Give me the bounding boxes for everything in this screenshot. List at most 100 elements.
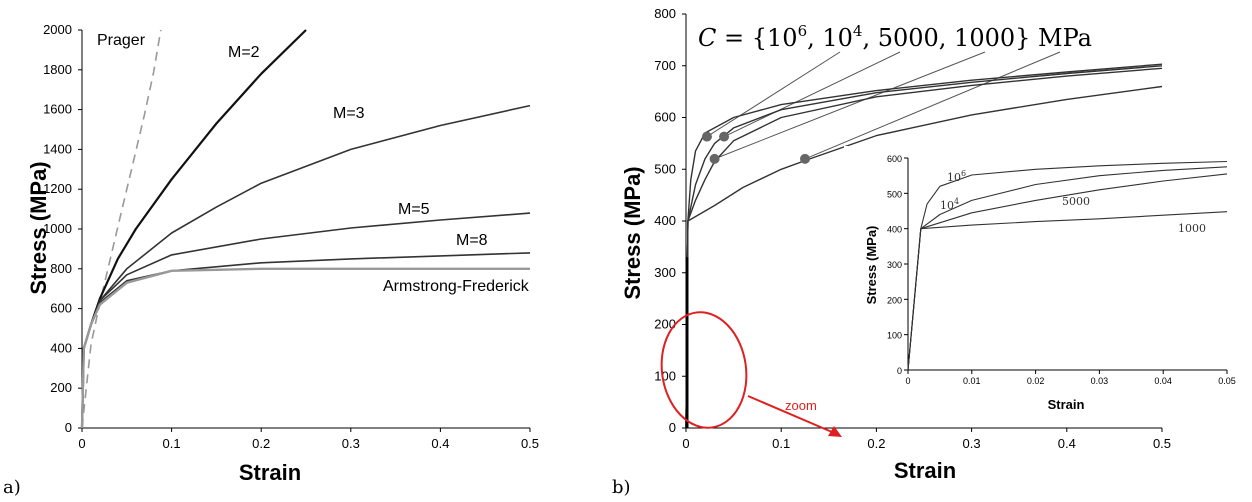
inset-curves <box>907 160 1228 371</box>
chart-b-xlabel: Strain <box>894 458 956 483</box>
chart-b-series-3 <box>685 67 1163 429</box>
inset-x-tick-label: 0.05 <box>1218 376 1236 386</box>
chart-a-x-tick-label: 0.3 <box>342 436 360 451</box>
chart-a-curves <box>80 29 531 429</box>
chart-b-y-tick-label: 700 <box>654 58 676 73</box>
formula-exp-4: 4 <box>853 22 863 40</box>
formula-tail: , 5000, 1000} MPa <box>862 24 1092 52</box>
formula-mid: , 10 <box>807 24 853 52</box>
chart-b-ylabel: Stress (MPa) <box>620 166 645 299</box>
chart-b-marker-1 <box>701 131 712 142</box>
inset-x-tick-label: 0.03 <box>1091 376 1109 386</box>
chart-b-x-tick-label: 0.3 <box>963 436 981 451</box>
chart-b-y-tick-label: 500 <box>654 161 676 176</box>
chart-b-x-tick-label: 0.2 <box>867 436 885 451</box>
chart-b-x-tick-label: 0.5 <box>1153 436 1171 451</box>
chart-b-markers <box>701 131 810 164</box>
chart-b-marker-3 <box>709 153 720 164</box>
chart-a-series-6 <box>80 267 530 429</box>
formula-exp-6: 6 <box>798 22 808 40</box>
zoom-arrow-head <box>828 426 842 437</box>
chart-b-inset: 0 0.01 0.02 0.03 0.04 0.05 0 100 200 300 400 500 600… <box>844 146 1240 422</box>
chart-b: 0 0.1 0.2 0.3 0.4 0.5010020030040050060070080… <box>612 6 1240 498</box>
inset-label-c4: 1000 <box>1178 222 1206 235</box>
inset-label-c3: 5000 <box>1062 195 1090 208</box>
inset-axes: 0 0.01 0.02 0.03 0.04 0.05 0 100 200 300 400 500 600 <box>887 154 1236 386</box>
inset-y-tick-label: 100 <box>887 331 902 341</box>
zoom-label: zoom <box>785 398 817 413</box>
label-m8: M=8 <box>456 232 488 249</box>
inset-label-c1: 106 <box>947 169 966 184</box>
inset-y-tick-label: 500 <box>887 189 902 199</box>
label-m2: M=2 <box>228 44 260 61</box>
inset-x-tick-label: 0 <box>905 376 910 386</box>
chart-a-y-tick-label: 1800 <box>43 62 72 77</box>
chart-a-y-tick-label: 1400 <box>43 141 72 156</box>
chart-a-y-tick-label: 2000 <box>43 22 72 37</box>
chart-a-y-tick-label: 800 <box>50 261 72 276</box>
chart-b-leader-1 <box>706 51 841 138</box>
chart-b-y-tick-label: 0 <box>669 420 676 435</box>
label-m5: M=5 <box>398 201 430 218</box>
chart-b-y-tick-label: 800 <box>654 6 676 21</box>
inset-y-tick-label: 600 <box>887 154 902 164</box>
chart-b-curves <box>685 63 1163 429</box>
chart-b-x-tick-label: 0.1 <box>772 436 790 451</box>
chart-a-axes: 0 0.1 0.2 0.3 0.4 0.5 0 200 400 600 800 1000 1200 140… <box>43 22 539 451</box>
chart-b-axes: 0 0.1 0.2 0.3 0.4 0.5010020030040050060070080… <box>654 6 1171 451</box>
chart-b-leader-2 <box>723 51 901 138</box>
chart-b-series-1 <box>685 63 1163 429</box>
chart-b-x-tick-label: 0 <box>682 436 689 451</box>
chart-a-y-tick-label: 600 <box>50 301 72 316</box>
chart-b-leader-lines <box>706 51 1061 160</box>
chart-a-y-tick-label: 1200 <box>43 181 72 196</box>
chart-a-y-tick-label: 0 <box>65 420 72 435</box>
inset-y-tick-label: 400 <box>887 225 902 235</box>
inset-ylabel: Stress (MPa) <box>864 226 879 305</box>
chart-a-x-tick-label: 0 <box>78 436 85 451</box>
inset-y-tick-label: 0 <box>897 366 902 376</box>
inset-xlabel: Strain <box>1048 397 1085 412</box>
chart-b-series-4 <box>685 85 1163 429</box>
inset-series-4 <box>907 211 1228 371</box>
chart-b-y-tick-label: 100 <box>654 368 676 383</box>
chart-b-marker-4 <box>800 153 810 164</box>
chart-a-x-tick-label: 0.1 <box>163 436 181 451</box>
chart-b-formula: C = {106, 104, 5000, 1000} MPa <box>698 22 1092 52</box>
chart-a-y-tick-label: 1600 <box>43 102 72 117</box>
chart-a-x-tick-label: 0.2 <box>252 436 270 451</box>
panel-b-label: b) <box>612 477 631 498</box>
chart-a-series-1 <box>81 29 162 429</box>
chart-b-y-tick-label: 200 <box>654 317 676 332</box>
chart-a-xlabel: Strain <box>239 460 301 485</box>
inset-series-2 <box>907 166 1228 371</box>
chart-b-y-tick-label: 400 <box>654 213 676 228</box>
chart-a-y-tick-label: 400 <box>50 340 72 355</box>
zoom-arrow-line <box>747 395 833 433</box>
chart-b-leader-4 <box>804 51 1061 160</box>
label-m3: M=3 <box>333 105 365 122</box>
chart-a-y-tick-label: 1000 <box>43 221 72 236</box>
chart-a-x-tick-label: 0.5 <box>521 436 539 451</box>
inset-x-tick-label: 0.04 <box>1154 376 1172 386</box>
label-armstrong-frederick: Armstrong-Frederick <box>383 278 530 295</box>
chart-b-series-2 <box>685 65 1163 429</box>
label-prager: Prager <box>97 32 146 49</box>
panel-a-label: a) <box>3 477 21 498</box>
chart-b-x-tick-label: 0.4 <box>1058 436 1076 451</box>
chart-a: 0 0.1 0.2 0.3 0.4 0.5 0 200 400 600 800 1000 1200 140… <box>3 22 539 498</box>
chart-b-leader-3 <box>714 51 986 160</box>
chart-b-y-tick-label: 600 <box>654 110 676 125</box>
zoom-ellipse <box>660 311 748 429</box>
inset-label-c2: 104 <box>940 197 959 212</box>
inset-x-tick-label: 0.02 <box>1027 376 1045 386</box>
inset-background <box>844 146 1240 422</box>
chart-a-series-2 <box>80 29 307 429</box>
inset-y-tick-label: 200 <box>887 295 902 305</box>
chart-a-series-3 <box>81 104 531 429</box>
inset-y-tick-label: 300 <box>887 260 902 270</box>
chart-b-marker-2 <box>719 131 730 142</box>
inset-series-1 <box>907 160 1228 371</box>
chart-a-ylabel: Stress (MPa) <box>26 161 51 294</box>
